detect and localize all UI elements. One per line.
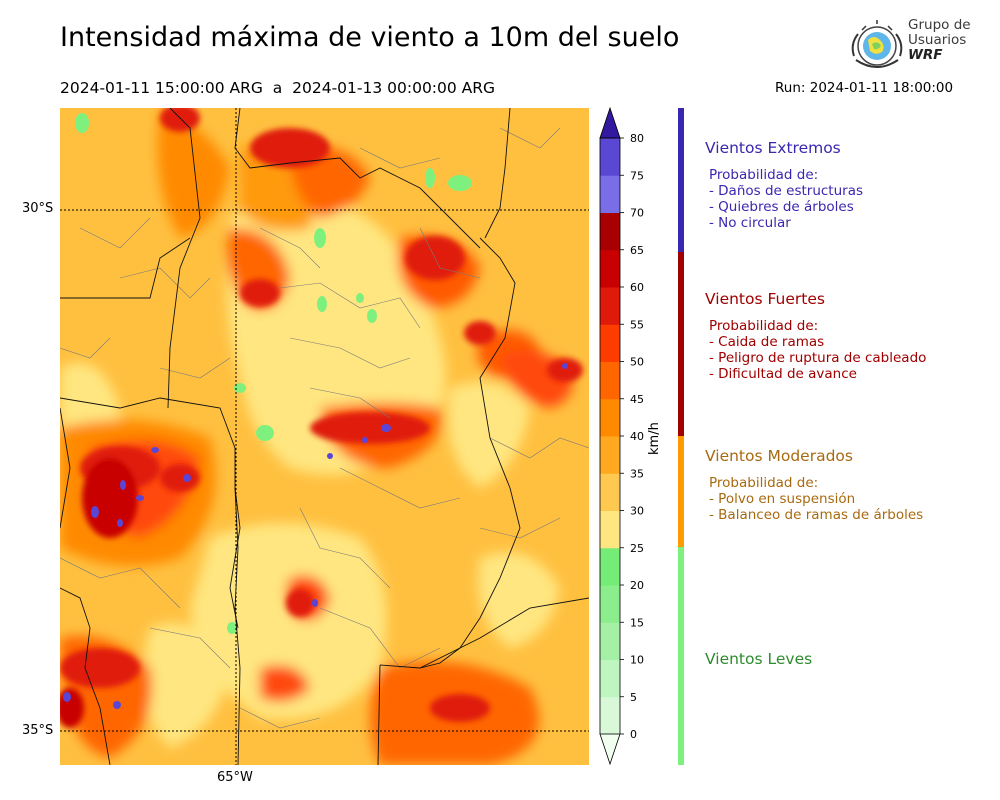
strong-category-bar — [678, 252, 684, 436]
category-moderate: Vientos Moderados Probabilidad de: - Pol… — [705, 447, 923, 523]
category-extreme-title: Vientos Extremos — [705, 139, 841, 157]
colorbar-tick-label: 40 — [630, 430, 644, 443]
department-borders — [60, 127, 589, 729]
wind-map — [60, 108, 589, 765]
colorbar: 0 5 10 15 20 25 30 35 40 45 50 55 60 65 70 75 80 — [596, 106, 676, 772]
colorbar-band — [600, 138, 620, 176]
colorbar-tick-label: 65 — [630, 244, 644, 257]
category-extreme: Vientos Extremos Probabilidad de: - Daño… — [705, 139, 863, 231]
colorbar-band — [600, 510, 620, 549]
lat-label-30s: 30°S — [22, 201, 54, 216]
logo-line-3: WRF — [908, 47, 943, 63]
category-extreme-item: - Quiebres de árboles — [709, 199, 854, 215]
category-strong-desc: Probabilidad de: - Caida de ramas - Peli… — [709, 318, 926, 382]
logo-line-2: Usuarios — [908, 32, 967, 48]
wrf-logo: Grupo de Usuarios WRF — [848, 16, 973, 74]
colorbar-band — [600, 585, 620, 623]
colorbar-tick-label: 70 — [630, 207, 644, 220]
category-extreme-item: - Daños de estructuras — [709, 183, 864, 199]
colorbar-tick-label: 55 — [630, 318, 644, 331]
province-borders — [60, 108, 589, 765]
category-strong-intro: Probabilidad de: — [709, 318, 819, 334]
extreme-wind-spots — [63, 363, 568, 709]
lat-label-35s: 35°S — [22, 723, 54, 738]
colorbar-unit: km/h — [647, 422, 662, 455]
colorbar-tick-label: 45 — [630, 393, 644, 406]
category-light: Vientos Leves — [705, 650, 812, 678]
colorbar-tick-label: 60 — [630, 281, 644, 294]
extreme-category-bar — [678, 108, 684, 252]
colorbar-tick-label: 30 — [630, 505, 644, 518]
category-strong: Vientos Fuertes Probabilidad de: - Caida… — [705, 290, 926, 382]
colorbar-band — [600, 436, 620, 474]
moderate-category-bar — [678, 436, 684, 547]
category-extreme-intro: Probabilidad de: — [709, 167, 819, 183]
colorbar-band — [600, 175, 620, 213]
colorbar-band — [600, 696, 620, 735]
category-extreme-desc: Probabilidad de: - Daños de estructuras … — [709, 167, 863, 231]
colorbar-band — [600, 287, 620, 325]
colorbar-band — [600, 473, 620, 511]
logo-line-1: Grupo de — [908, 17, 971, 33]
colorbar-tick-label: 10 — [630, 654, 644, 667]
forecast-period: 2024-01-11 15:00:00 ARG a 2024-01-13 00:… — [60, 79, 496, 97]
colorbar-tick-label: 75 — [630, 169, 644, 182]
colorbar-tick-label: 25 — [630, 542, 644, 555]
category-strong-item: - Peligro de ruptura de cableado — [709, 350, 927, 366]
category-strong-item: - Caida de ramas — [709, 334, 825, 350]
category-extreme-item: - No circular — [709, 215, 791, 231]
wind-field-layers — [60, 108, 573, 765]
logo-text: Grupo de Usuarios WRF — [908, 18, 971, 63]
colorbar-tick-label: 15 — [630, 616, 644, 629]
colorbar-tick-label: 20 — [630, 579, 644, 592]
map-title: Intensidad máxima de viento a 10m del su… — [60, 22, 680, 53]
colorbar-band — [600, 249, 620, 288]
colorbar-band — [600, 398, 620, 437]
colorbar-tick-label: 0 — [630, 728, 637, 741]
colorbar-scale: 0 5 10 15 20 25 30 35 40 45 50 55 60 65 70 75 80 — [599, 106, 644, 766]
category-moderate-item: - Balanceo de ramas de árboles — [709, 507, 924, 523]
category-moderate-desc: Probabilidad de: - Polvo en suspensión -… — [709, 475, 923, 523]
colorbar-band — [600, 659, 620, 698]
category-strong-item: - Dificultad de avance — [709, 366, 857, 382]
colorbar-tick-label: 35 — [630, 467, 644, 480]
colorbar-band — [600, 212, 620, 251]
category-moderate-title: Vientos Moderados — [705, 447, 853, 465]
category-light-title: Vientos Leves — [705, 650, 813, 668]
globe-logo-icon — [851, 20, 903, 68]
category-strong-title: Vientos Fuertes — [705, 290, 825, 308]
colorbar-extend-low — [599, 733, 621, 766]
colorbar-band — [600, 547, 620, 586]
category-moderate-item: - Polvo en suspensión — [709, 491, 856, 507]
colorbar-tick-label: 50 — [630, 356, 644, 369]
wind-field-map — [60, 108, 589, 765]
colorbar-band — [600, 324, 620, 362]
northern-border — [60, 237, 191, 299]
category-moderate-intro: Probabilidad de: — [709, 475, 819, 491]
light-category-bar — [678, 547, 684, 765]
colorbar-band — [600, 361, 620, 400]
run-time: Run: 2024-01-11 18:00:00 — [775, 80, 954, 96]
colorbar-band — [600, 622, 620, 660]
colorbar-tick-label: 5 — [630, 691, 637, 704]
lon-label-65w: 65°W — [217, 770, 253, 785]
light-wind-patches — [75, 113, 472, 634]
colorbar-tick-label: 80 — [630, 132, 644, 145]
colorbar-extend-high — [599, 106, 621, 139]
